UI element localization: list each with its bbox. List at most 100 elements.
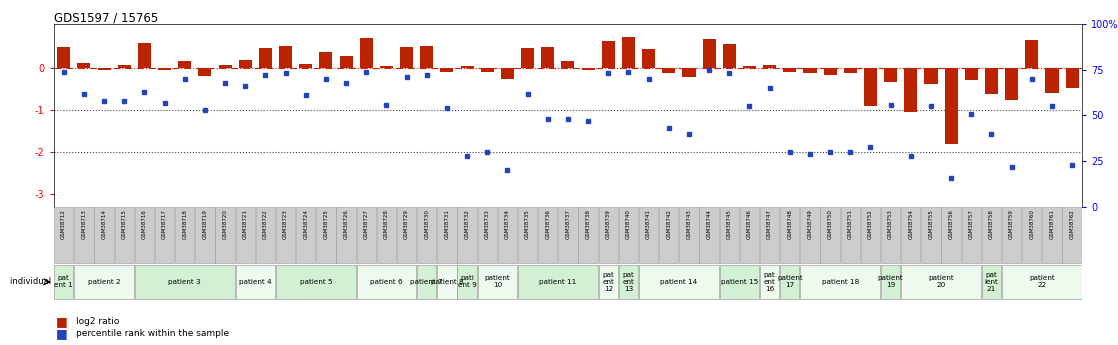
Text: GSM38731: GSM38731: [445, 209, 449, 239]
Bar: [357, 265, 416, 299]
Bar: [581, 68, 595, 70]
Bar: [800, 265, 880, 299]
Bar: [784, 68, 796, 72]
Bar: [280, 47, 292, 68]
Text: GSM38724: GSM38724: [303, 209, 309, 239]
Text: GSM38761: GSM38761: [1050, 209, 1054, 239]
Bar: [1042, 207, 1062, 263]
Bar: [760, 207, 779, 263]
Bar: [965, 68, 978, 80]
Text: GSM38762: GSM38762: [1070, 209, 1074, 239]
Bar: [400, 47, 414, 68]
Text: pat
ent
16: pat ent 16: [764, 272, 776, 292]
Text: GDS1597 / 15765: GDS1597 / 15765: [54, 11, 158, 24]
Bar: [638, 265, 719, 299]
Bar: [437, 265, 456, 299]
Text: patient 14: patient 14: [661, 279, 698, 285]
Bar: [598, 265, 618, 299]
Bar: [114, 207, 134, 263]
Text: GSM38760: GSM38760: [1030, 209, 1034, 239]
Bar: [901, 265, 980, 299]
Text: patient 11: patient 11: [539, 279, 577, 285]
Bar: [700, 207, 719, 263]
Text: GSM38750: GSM38750: [827, 209, 833, 239]
Text: GSM38739: GSM38739: [606, 209, 610, 239]
Text: GSM38716: GSM38716: [142, 209, 146, 239]
Bar: [397, 207, 416, 263]
Bar: [1005, 68, 1018, 100]
Text: patient
20: patient 20: [928, 275, 954, 288]
Bar: [417, 265, 436, 299]
Bar: [702, 39, 716, 68]
Text: GSM38742: GSM38742: [666, 209, 671, 239]
Text: GSM38745: GSM38745: [727, 209, 732, 239]
Text: GSM38736: GSM38736: [546, 209, 550, 239]
Bar: [216, 207, 235, 263]
Bar: [760, 265, 779, 299]
Text: patient 2: patient 2: [88, 279, 121, 285]
Bar: [1002, 207, 1022, 263]
Bar: [481, 68, 494, 72]
Bar: [945, 68, 958, 144]
Text: patient
22: patient 22: [1029, 275, 1054, 288]
Bar: [316, 207, 335, 263]
Bar: [901, 207, 920, 263]
Text: GSM38749: GSM38749: [807, 209, 813, 239]
Bar: [239, 60, 252, 68]
Text: GSM38719: GSM38719: [202, 209, 208, 239]
Text: patient 3: patient 3: [169, 279, 201, 285]
Bar: [477, 265, 518, 299]
Text: GSM38755: GSM38755: [928, 209, 934, 239]
Bar: [558, 207, 578, 263]
Bar: [276, 207, 295, 263]
Text: GSM38757: GSM38757: [969, 209, 974, 239]
Bar: [518, 265, 598, 299]
Bar: [54, 207, 74, 263]
Text: GSM38729: GSM38729: [404, 209, 409, 239]
Bar: [417, 207, 436, 263]
Text: GSM38758: GSM38758: [989, 209, 994, 239]
Text: GSM38741: GSM38741: [646, 209, 651, 239]
Bar: [360, 38, 372, 68]
Text: patient
17: patient 17: [777, 275, 803, 288]
Bar: [320, 52, 332, 68]
Bar: [884, 68, 897, 82]
Bar: [236, 207, 255, 263]
Text: GSM38740: GSM38740: [626, 209, 631, 239]
Bar: [138, 43, 151, 68]
Bar: [864, 68, 877, 106]
Bar: [357, 207, 376, 263]
Text: patient
10: patient 10: [484, 275, 510, 288]
Bar: [601, 41, 615, 68]
Bar: [682, 68, 695, 77]
Text: patient 5: patient 5: [300, 279, 332, 285]
Bar: [824, 68, 836, 75]
Text: GSM38759: GSM38759: [1010, 209, 1014, 239]
Bar: [259, 48, 272, 68]
Bar: [780, 265, 799, 299]
Bar: [236, 265, 275, 299]
Bar: [821, 207, 840, 263]
Text: patient
19: patient 19: [878, 275, 903, 288]
Text: GSM38738: GSM38738: [586, 209, 590, 239]
Bar: [380, 66, 394, 68]
Bar: [720, 207, 739, 263]
Text: GSM38756: GSM38756: [949, 209, 954, 239]
Text: pat
ent
12: pat ent 12: [603, 272, 614, 292]
Bar: [804, 68, 816, 73]
Bar: [461, 66, 474, 68]
Bar: [521, 48, 534, 68]
Text: GSM38743: GSM38743: [686, 209, 691, 239]
Bar: [740, 207, 759, 263]
Text: GSM38751: GSM38751: [847, 209, 853, 239]
Bar: [74, 265, 134, 299]
Bar: [198, 68, 211, 76]
Bar: [618, 207, 638, 263]
Bar: [218, 65, 231, 68]
Bar: [660, 207, 679, 263]
Text: GSM38753: GSM38753: [888, 209, 893, 239]
Bar: [982, 207, 1001, 263]
Text: GSM38752: GSM38752: [868, 209, 873, 239]
Bar: [985, 68, 998, 94]
Bar: [1045, 68, 1059, 93]
